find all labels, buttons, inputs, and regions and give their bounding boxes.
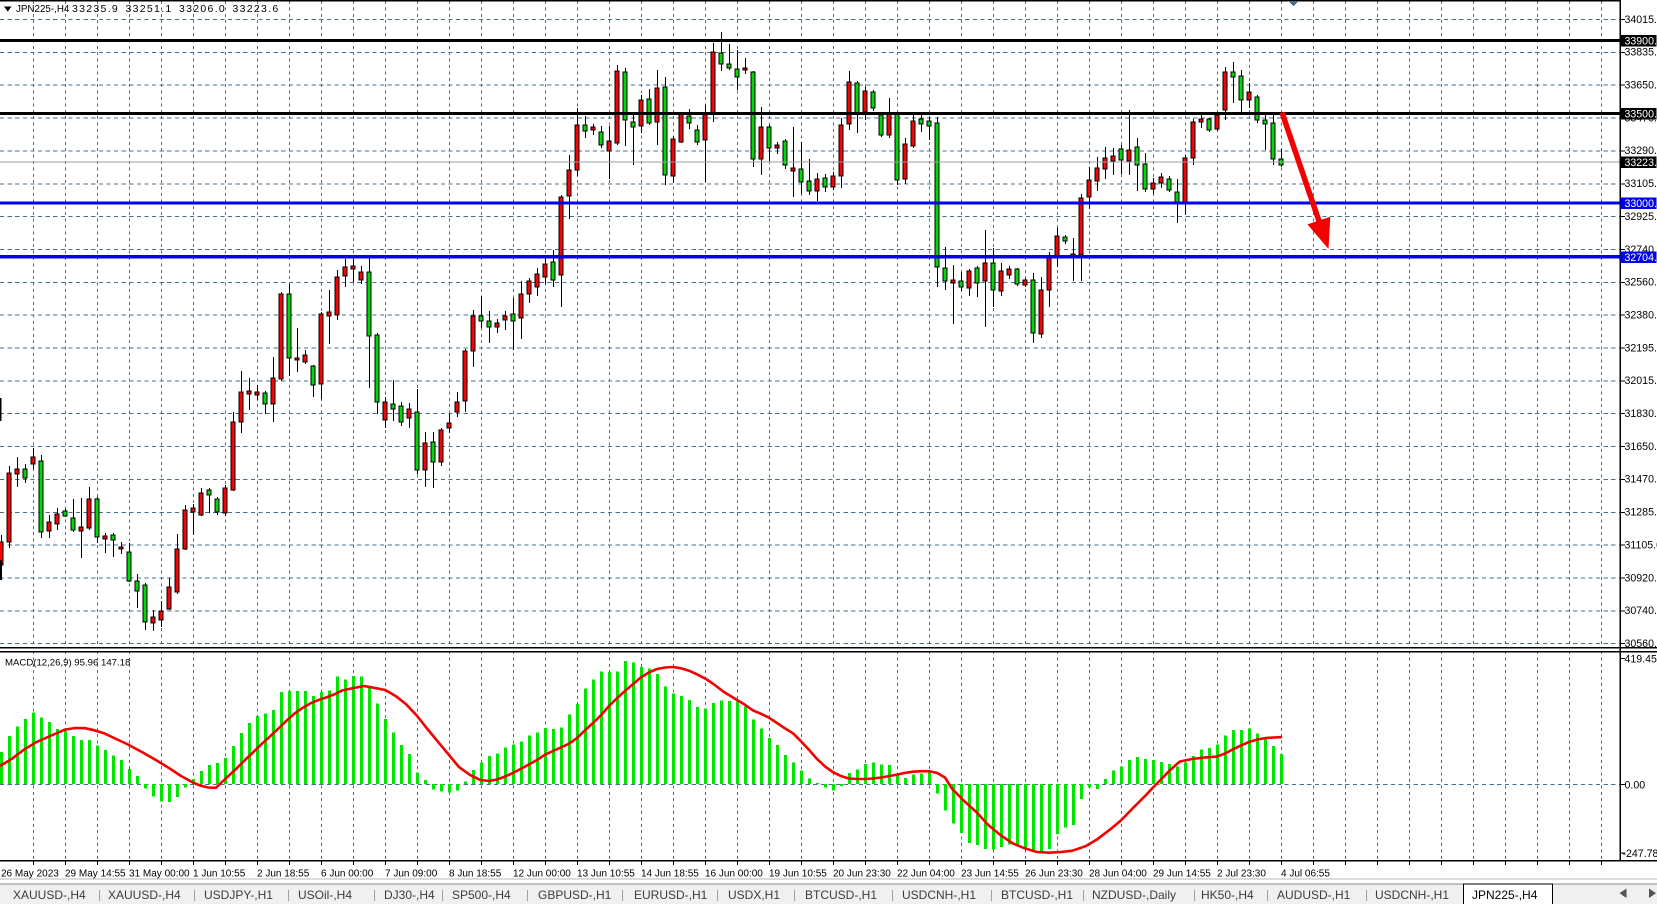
svg-text:MACD(12,26,9) 95.96 147.18: MACD(12,26,9) 95.96 147.18	[5, 658, 130, 669]
svg-text:30920.0: 30920.0	[1625, 572, 1657, 584]
svg-text:33835.0: 33835.0	[1625, 47, 1657, 59]
svg-text:31285.0: 31285.0	[1625, 507, 1657, 519]
svg-text:31 May 00:00: 31 May 00:00	[129, 869, 190, 880]
svg-text:13 Jun 10:55: 13 Jun 10:55	[577, 869, 635, 880]
svg-text:GBPUSD-,H1: GBPUSD-,H1	[538, 888, 612, 902]
svg-text:|: |	[193, 888, 196, 902]
svg-text:|: |	[287, 888, 290, 902]
svg-text:2 Jul 23:30: 2 Jul 23:30	[1217, 869, 1266, 880]
svg-text:32925.0: 32925.0	[1625, 211, 1657, 223]
svg-text:USDJPY-,H1: USDJPY-,H1	[204, 888, 273, 902]
svg-text:31105.0: 31105.0	[1625, 539, 1657, 551]
svg-text:7 Jun 09:00: 7 Jun 09:00	[385, 869, 438, 880]
svg-text:-247.78: -247.78	[1623, 848, 1657, 860]
svg-text:|: |	[891, 888, 894, 902]
svg-text:31650.0: 31650.0	[1625, 441, 1657, 453]
svg-text:32560.0: 32560.0	[1625, 277, 1657, 289]
svg-text:|: |	[1266, 888, 1269, 902]
svg-text:BTCUSD-,H1: BTCUSD-,H1	[1001, 888, 1073, 902]
svg-text:AUDUSD-,H1: AUDUSD-,H1	[1277, 888, 1351, 902]
svg-text:29 May 14:55: 29 May 14:55	[65, 869, 126, 880]
svg-text:NZDUSD-,Daily: NZDUSD-,Daily	[1092, 888, 1176, 902]
svg-text:32704.4: 32704.4	[1625, 252, 1657, 264]
svg-text:14 Jun 18:55: 14 Jun 18:55	[641, 869, 699, 880]
svg-text:XAUUSD-,H4: XAUUSD-,H4	[13, 888, 86, 902]
svg-text:30560.0: 30560.0	[1625, 638, 1657, 650]
svg-text:DJ30-,H4: DJ30-,H4	[384, 888, 435, 902]
svg-text:28 Jun 04:00: 28 Jun 04:00	[1089, 869, 1147, 880]
svg-text:33900.0: 33900.0	[1625, 35, 1657, 47]
svg-text:|: |	[621, 888, 624, 902]
svg-text:|: |	[98, 888, 101, 902]
svg-text:33223.6: 33223.6	[1625, 157, 1657, 169]
svg-text:JPN225-,H4: JPN225-,H4	[1472, 888, 1538, 902]
svg-text:23 Jun 14:55: 23 Jun 14:55	[961, 869, 1019, 880]
svg-text:22 Jun 04:00: 22 Jun 04:00	[897, 869, 955, 880]
svg-text:USOil-,H4: USOil-,H4	[298, 888, 352, 902]
svg-text:33650.0: 33650.0	[1625, 80, 1657, 92]
svg-text:33251.1: 33251.1	[126, 3, 173, 15]
svg-text:29 Jun 14:55: 29 Jun 14:55	[1153, 869, 1211, 880]
svg-text:33500.0: 33500.0	[1625, 108, 1657, 120]
svg-text:419.45: 419.45	[1625, 653, 1657, 665]
svg-text:12 Jun 00:00: 12 Jun 00:00	[513, 869, 571, 880]
svg-text:31470.0: 31470.0	[1625, 474, 1657, 486]
svg-text:20 Jun 23:30: 20 Jun 23:30	[833, 869, 891, 880]
svg-text:0.00: 0.00	[1625, 779, 1646, 791]
svg-text:USDCNH-,H1: USDCNH-,H1	[902, 888, 976, 902]
svg-text:|: |	[441, 888, 444, 902]
svg-text:30740.0: 30740.0	[1625, 605, 1657, 617]
svg-text:USDCNH-,H1: USDCNH-,H1	[1375, 888, 1449, 902]
svg-text:8 Jun 18:55: 8 Jun 18:55	[449, 869, 502, 880]
svg-text:33235.9: 33235.9	[72, 3, 119, 15]
svg-text:|: |	[716, 888, 719, 902]
svg-text:33290.0: 33290.0	[1625, 145, 1657, 157]
svg-text:33206.0: 33206.0	[179, 3, 226, 15]
svg-text:26 Jun 23:30: 26 Jun 23:30	[1025, 869, 1083, 880]
svg-text:USDX,H1: USDX,H1	[728, 888, 780, 902]
svg-text:4 Jul 06:55: 4 Jul 06:55	[1281, 869, 1330, 880]
svg-text:32015.0: 32015.0	[1625, 375, 1657, 387]
svg-text:|: |	[373, 888, 376, 902]
svg-text:32195.0: 32195.0	[1625, 342, 1657, 354]
svg-text:|: |	[1082, 888, 1085, 902]
svg-text:BTCUSD-,H1: BTCUSD-,H1	[805, 888, 877, 902]
svg-text:6 Jun 00:00: 6 Jun 00:00	[321, 869, 374, 880]
svg-text:JPN225-,H4: JPN225-,H4	[16, 4, 70, 15]
svg-text:32380.0: 32380.0	[1625, 309, 1657, 321]
svg-text:31830.0: 31830.0	[1625, 408, 1657, 420]
svg-text:|: |	[1365, 888, 1368, 902]
svg-text:|: |	[990, 888, 993, 902]
svg-text:|: |	[793, 888, 796, 902]
svg-text:26 May 2023: 26 May 2023	[1, 869, 59, 880]
svg-text:19 Jun 10:55: 19 Jun 10:55	[769, 869, 827, 880]
svg-text:XAUUSD-,H4: XAUUSD-,H4	[108, 888, 181, 902]
svg-text:HK50-,H4: HK50-,H4	[1201, 888, 1254, 902]
svg-text:34015.0: 34015.0	[1625, 14, 1657, 26]
svg-text:|: |	[526, 888, 529, 902]
svg-text:SP500-,H4: SP500-,H4	[452, 888, 511, 902]
svg-text:33105.0: 33105.0	[1625, 178, 1657, 190]
svg-text:|: |	[1193, 888, 1196, 902]
svg-text:1 Jun 10:55: 1 Jun 10:55	[193, 869, 246, 880]
svg-text:33223.6: 33223.6	[233, 3, 280, 15]
svg-text:2 Jun 18:55: 2 Jun 18:55	[257, 869, 310, 880]
svg-text:EURUSD-,H1: EURUSD-,H1	[634, 888, 708, 902]
svg-text:33000.0: 33000.0	[1625, 198, 1657, 210]
svg-text:16 Jun 00:00: 16 Jun 00:00	[705, 869, 763, 880]
